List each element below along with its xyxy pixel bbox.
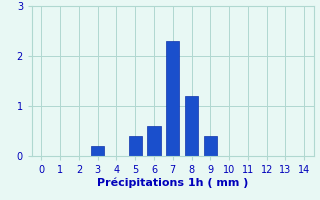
X-axis label: Précipitations 1h ( mm ): Précipitations 1h ( mm ) xyxy=(97,178,249,188)
Bar xyxy=(148,126,161,156)
Bar xyxy=(91,146,104,156)
Bar xyxy=(129,136,142,156)
Bar xyxy=(166,41,180,156)
Bar xyxy=(204,136,217,156)
Bar xyxy=(185,96,198,156)
